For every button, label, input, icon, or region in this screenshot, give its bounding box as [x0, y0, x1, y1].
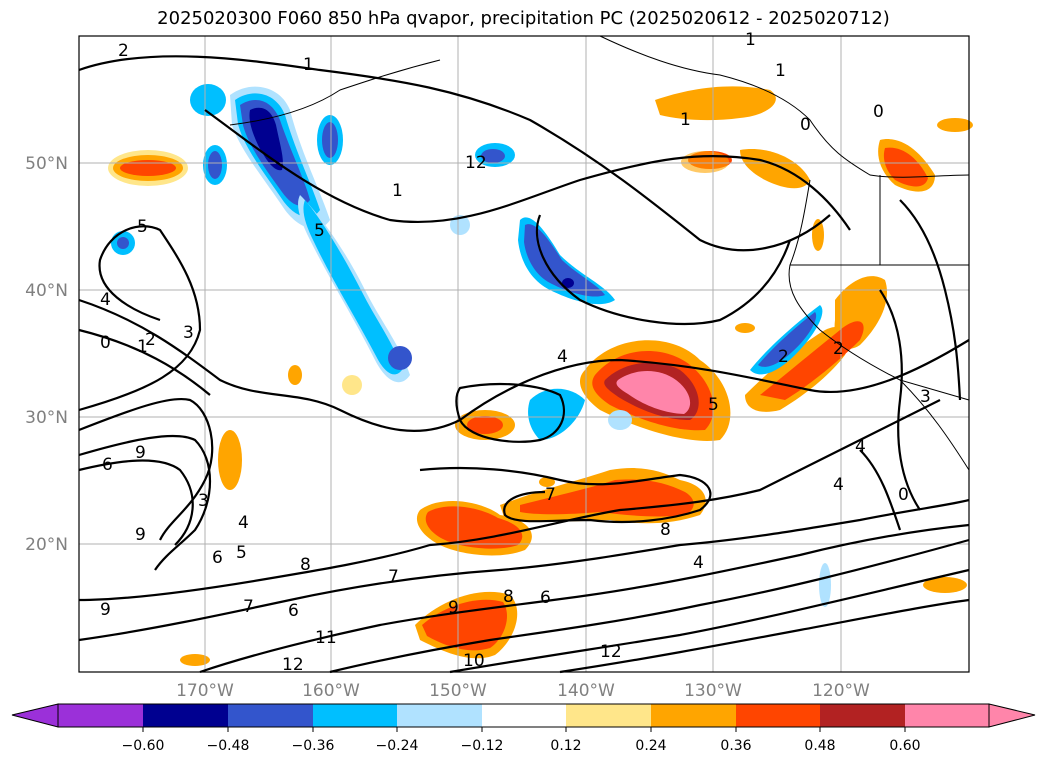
- contour-label: 12: [600, 642, 622, 662]
- contour-label: 9: [135, 443, 146, 463]
- colorbar-segment: [566, 704, 651, 727]
- colorbar-segment: [820, 704, 905, 727]
- colorbar-tick-label: 0.12: [550, 738, 581, 754]
- qvapor-contours: [78, 55, 970, 674]
- contour-label: 12: [465, 153, 487, 173]
- colorbar-segment: [58, 704, 143, 727]
- contour-label: 3: [183, 323, 194, 343]
- lon-label: 140°W: [557, 681, 615, 701]
- latitude-labels: 50°N 40°N 30°N 20°N: [25, 154, 68, 555]
- contour-label: 0: [800, 115, 811, 135]
- colorbar-segment: [313, 704, 397, 727]
- colorbar-segment: [736, 704, 820, 727]
- colorbar-tick-label: −0.48: [207, 738, 250, 754]
- contour-label: 5: [314, 221, 325, 241]
- colorbar-tick-label: −0.36: [292, 738, 335, 754]
- contour-label: 2: [833, 339, 844, 359]
- contour-label: 3: [920, 387, 931, 407]
- colorbar-segment: [482, 704, 566, 727]
- contour-label: 9: [448, 598, 459, 618]
- colorbar-ticks: [142, 727, 906, 732]
- contour-label: 0: [100, 333, 111, 353]
- contour-label: 5: [708, 395, 719, 415]
- contour-label: 5: [236, 543, 247, 563]
- contour-label: 1: [745, 30, 756, 50]
- contour-label: 7: [388, 567, 399, 587]
- colorbar-tick-label: 0.36: [720, 738, 751, 754]
- lat-label: 20°N: [25, 535, 68, 555]
- contour-label: 7: [243, 597, 254, 617]
- colorbar: −0.60 −0.48 −0.36 −0.24 −0.12 0.12 0.24 …: [11, 703, 1036, 754]
- contour-label: 6: [212, 548, 223, 568]
- contour-label: 1: [137, 337, 148, 357]
- plot-area: 2 1 1 0 0 1 5 4 2 1 3 0 4 5 9 9 6 3 4 6 …: [78, 30, 973, 675]
- map-title: 2025020300 F060 850 hPa qvapor, precipit…: [157, 8, 890, 29]
- lat-label: 50°N: [25, 154, 68, 174]
- coastlines: [229, 35, 970, 471]
- contour-label: 4: [238, 513, 249, 533]
- colorbar-tick-label: −0.12: [461, 738, 504, 754]
- colorbar-tick-label: 0.48: [804, 738, 835, 754]
- colorbar-extend-low: [11, 703, 59, 728]
- longitude-labels: 170°W 160°W 150°W 140°W 130°W 120°W: [176, 681, 870, 701]
- contour-label: 0: [898, 485, 909, 505]
- colorbar-segment: [143, 704, 228, 727]
- contour-label: 6: [102, 455, 113, 475]
- contour-label: 1: [775, 61, 786, 81]
- contour-label: 4: [833, 475, 844, 495]
- contour-label: 11: [315, 628, 337, 648]
- contour-label: 4: [693, 553, 704, 573]
- contour-label: 2: [118, 41, 129, 61]
- contour-labels: 2 1 1 0 0 1 5 4 2 1 3 0 4 5 9 9 6 3 4 6 …: [100, 30, 931, 675]
- contour-label: 0: [873, 102, 884, 122]
- grid-lines: [79, 36, 969, 672]
- contour-label: 4: [100, 290, 111, 310]
- lon-label: 160°W: [302, 681, 360, 701]
- lon-label: 150°W: [429, 681, 487, 701]
- lat-label: 40°N: [25, 281, 68, 301]
- contour-label: 3: [198, 491, 209, 511]
- colorbar-tick-label: −0.60: [122, 738, 165, 754]
- colorbar-segment: [228, 704, 313, 727]
- contour-label: 8: [503, 587, 514, 607]
- colorbar-extend-high: [988, 703, 1036, 728]
- contour-label: 12: [282, 655, 304, 675]
- contour-label: 1: [392, 181, 403, 201]
- contour-label: 6: [540, 588, 551, 608]
- contour-label: 7: [545, 485, 556, 505]
- colorbar-segment: [651, 704, 736, 727]
- contour-label: 1: [680, 110, 691, 130]
- contour-label: 5: [137, 217, 148, 237]
- contour-label: 9: [100, 600, 111, 620]
- contour-label: 9: [135, 525, 146, 545]
- contour-label: 1: [303, 55, 314, 75]
- lon-label: 170°W: [176, 681, 234, 701]
- contour-label: 2: [778, 347, 789, 367]
- lon-label: 120°W: [812, 681, 870, 701]
- contour-label: 2: [145, 330, 156, 350]
- contour-label: 4: [855, 437, 866, 457]
- lon-label: 130°W: [684, 681, 742, 701]
- colorbar-frame: [57, 703, 990, 728]
- lat-label: 30°N: [25, 408, 68, 428]
- contour-label: 4: [557, 347, 568, 367]
- plot-frame: [78, 35, 970, 673]
- contour-label: 8: [660, 520, 671, 540]
- contour-label: 10: [463, 651, 485, 671]
- colorbar-segment: [397, 704, 482, 727]
- contour-label: 6: [288, 601, 299, 621]
- colorbar-tick-label: 0.24: [635, 738, 666, 754]
- precip-negative-fill: [111, 84, 831, 607]
- colorbar-tick-label: 0.60: [889, 738, 920, 754]
- colorbar-segment: [905, 704, 989, 727]
- colorbar-tick-label: −0.24: [376, 738, 419, 754]
- contour-label: 8: [300, 555, 311, 575]
